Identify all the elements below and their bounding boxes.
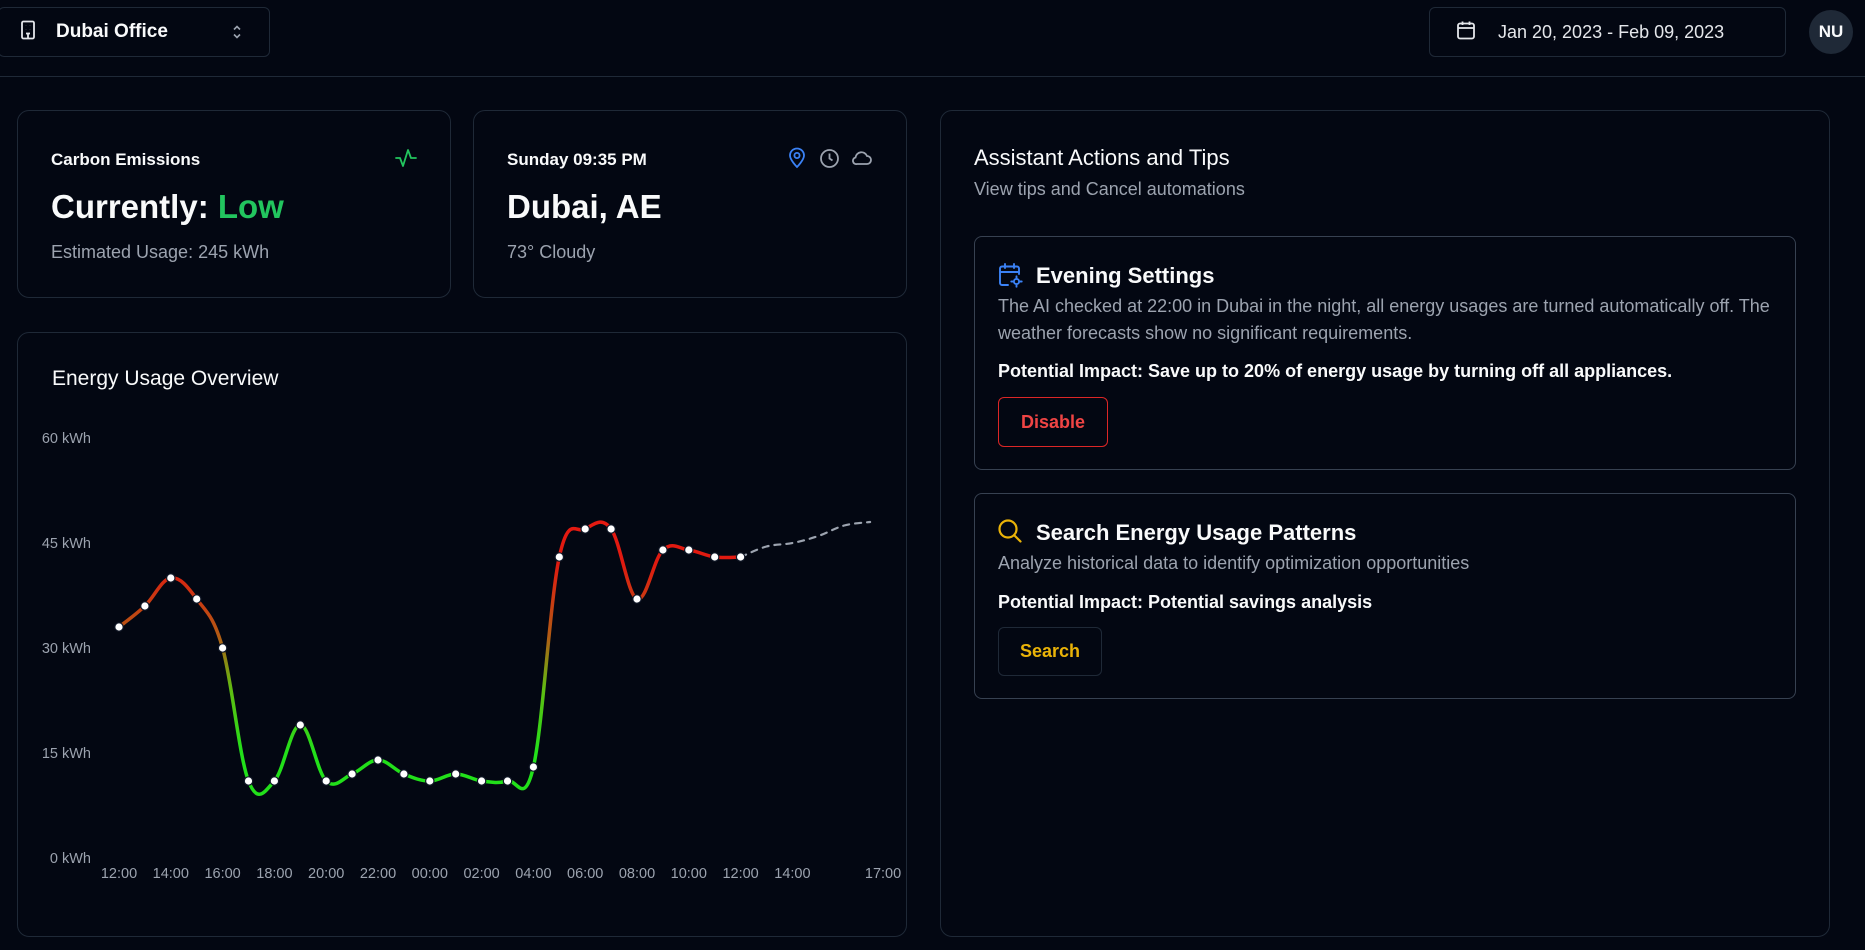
- x-tick-label: 12:00: [722, 866, 758, 882]
- x-tick-label: 00:00: [412, 866, 448, 882]
- data-point[interactable]: [295, 720, 306, 730]
- y-axis: 60 kWh 45 kWh 30 kWh 15 kWh 0 kWh: [42, 431, 91, 867]
- data-point[interactable]: [399, 769, 409, 779]
- x-tick-label: 17:00: [865, 866, 901, 882]
- assistant-subtitle: View tips and Cancel automations: [974, 179, 1245, 199]
- energy-usage-chart: 60 kWh 45 kWh 30 kWh 15 kWh 0 kWh 12:00 14:00…: [42, 431, 901, 882]
- data-point[interactable]: [347, 769, 357, 779]
- data-point[interactable]: [191, 594, 202, 604]
- disable-button[interactable]: Disable: [998, 397, 1108, 447]
- data-point[interactable]: [243, 776, 254, 786]
- top-bar: Dubai Office Jan 20, 2023 - Feb 09, 2023…: [0, 0, 1865, 77]
- assistant-card: Assistant Actions and Tips View tips and…: [940, 110, 1830, 937]
- data-point[interactable]: [528, 762, 539, 772]
- carbon-current-label: Currently:: [51, 188, 209, 225]
- x-tick-label: 04:00: [515, 866, 551, 882]
- y-tick-label: 60 kWh: [42, 431, 91, 447]
- x-tick-label: 14:00: [774, 866, 810, 882]
- clock-icon: [819, 148, 840, 174]
- action-title: Search Energy Usage Patterns: [1036, 520, 1357, 545]
- data-point[interactable]: [217, 643, 228, 653]
- office-selector-label: Dubai Office: [56, 21, 168, 42]
- data-point[interactable]: [373, 755, 383, 765]
- data-point[interactable]: [166, 573, 176, 583]
- data-point[interactable]: [606, 524, 616, 534]
- x-tick-label: 18:00: [256, 866, 292, 882]
- x-tick-label: 02:00: [463, 866, 499, 882]
- data-point[interactable]: [658, 545, 668, 555]
- y-tick-label: 45 kWh: [42, 536, 91, 552]
- weather-conditions: 73° Cloudy: [507, 242, 596, 262]
- x-tick-label: 10:00: [671, 866, 707, 882]
- x-tick-label: 06:00: [567, 866, 603, 882]
- action-search-patterns: Search Energy Usage Patterns Analyze his…: [974, 493, 1796, 699]
- y-tick-label: 30 kWh: [42, 641, 91, 657]
- data-point[interactable]: [632, 594, 642, 604]
- x-tick-label: 16:00: [204, 866, 240, 882]
- data-point[interactable]: [269, 776, 280, 786]
- date-range-label: Jan 20, 2023 - Feb 09, 2023: [1498, 21, 1725, 42]
- chevrons-up-down-icon: [231, 23, 243, 46]
- x-tick-label: 20:00: [308, 866, 344, 882]
- weather-datetime: Sunday 09:35 PM: [507, 150, 647, 169]
- weather-card: Sunday 09:35 PM Dubai, AE 73° Cloudy: [473, 110, 907, 298]
- carbon-current-value: Low: [217, 188, 284, 225]
- points-layer: [114, 524, 746, 786]
- x-tick-label: 14:00: [153, 866, 189, 882]
- estimated-usage: Estimated Usage: 245 kWh: [51, 242, 270, 262]
- data-point[interactable]: [476, 776, 487, 786]
- usage-line: [117, 520, 743, 796]
- data-point[interactable]: [140, 601, 150, 611]
- building-icon: [19, 20, 37, 45]
- activity-icon: [395, 147, 417, 174]
- assistant-title: Assistant Actions and Tips: [974, 145, 1230, 170]
- data-point[interactable]: [554, 552, 565, 562]
- data-point[interactable]: [683, 545, 694, 555]
- action-impact: Potential Impact: Potential savings anal…: [998, 592, 1373, 612]
- action-evening-settings: Evening Settings The AI checked at 22:00…: [974, 236, 1796, 470]
- carbon-emissions-card: Carbon Emissions Currently: Low Estimate…: [17, 110, 451, 298]
- x-tick-label: 22:00: [360, 866, 396, 882]
- series-layer: [117, 520, 872, 796]
- data-point[interactable]: [735, 552, 746, 562]
- date-range-picker[interactable]: Jan 20, 2023 - Feb 09, 2023: [1429, 7, 1786, 57]
- data-point[interactable]: [424, 776, 435, 786]
- calendar-icon: [1456, 20, 1476, 45]
- data-point[interactable]: [321, 776, 331, 786]
- carbon-current-status: Currently: Low: [51, 188, 284, 226]
- office-selector[interactable]: Dubai Office: [0, 7, 270, 57]
- chart-title: Energy Usage Overview: [52, 367, 279, 390]
- map-pin-icon: [787, 147, 807, 174]
- data-point[interactable]: [450, 769, 461, 779]
- avatar[interactable]: NU: [1809, 10, 1853, 54]
- data-point[interactable]: [580, 524, 590, 534]
- search-button[interactable]: Search: [998, 627, 1102, 676]
- data-point[interactable]: [114, 622, 124, 632]
- weather-location: Dubai, AE: [507, 188, 662, 225]
- carbon-card-title: Carbon Emissions: [51, 150, 201, 169]
- energy-usage-card: Energy Usage Overview 60 kWh 45 kWh 30 kWh…: [17, 332, 907, 937]
- action-impact: Potential Impact: Save up to 20% of ener…: [998, 361, 1673, 381]
- x-axis: 12:00 14:00 16:00 18:00 20:00 22:00 00:00 02:00…: [101, 866, 901, 882]
- data-point[interactable]: [709, 552, 720, 562]
- x-tick-label: 12:00: [101, 866, 137, 882]
- forecast-line: [739, 520, 872, 559]
- cloud-icon: [851, 149, 873, 172]
- search-icon: [997, 518, 1023, 549]
- y-tick-label: 0 kWh: [50, 851, 91, 867]
- data-point[interactable]: [502, 776, 513, 786]
- x-tick-label: 08:00: [619, 866, 655, 882]
- action-description: The AI checked at 22:00 in Dubai in the …: [998, 296, 1770, 343]
- calendar-settings-icon: [997, 262, 1024, 294]
- action-description: Analyze historical data to identify opti…: [998, 553, 1470, 573]
- y-tick-label: 15 kWh: [42, 746, 91, 762]
- action-title: Evening Settings: [1036, 263, 1215, 288]
